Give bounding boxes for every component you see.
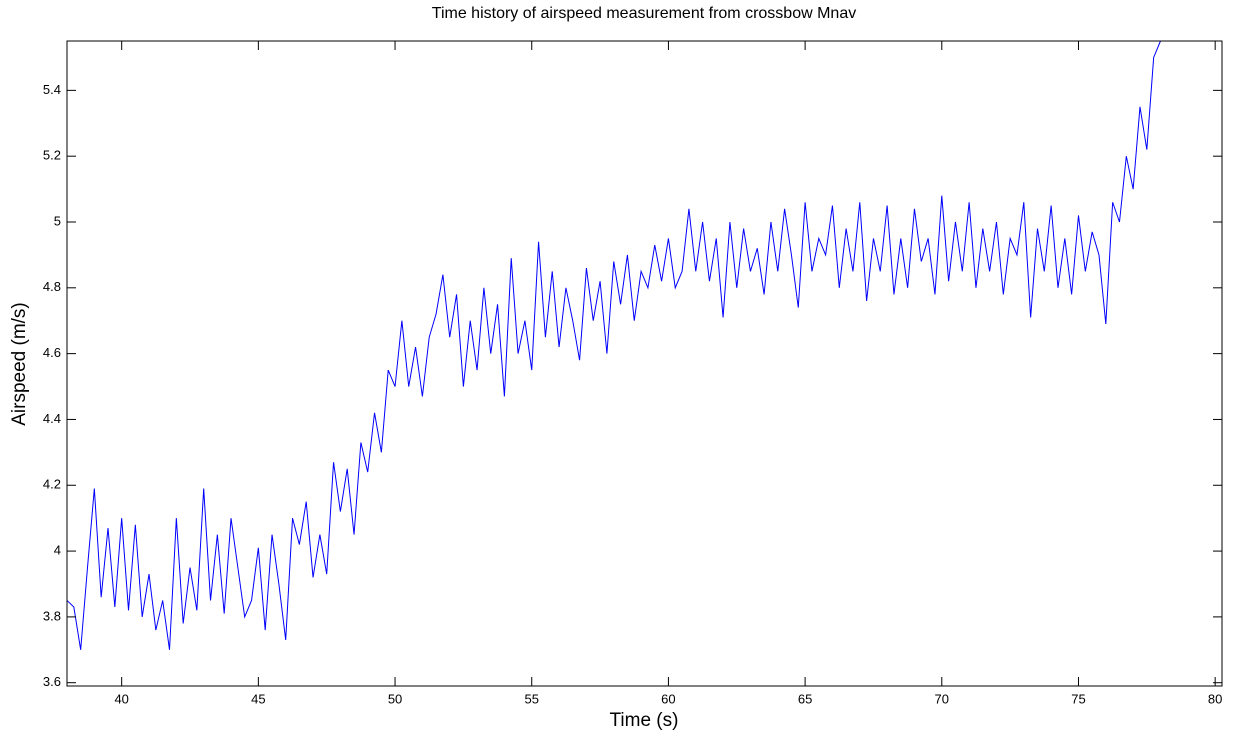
x-tick-label: 70 [935,691,949,706]
x-tick-label: 45 [251,691,265,706]
y-tick-label: 5.4 [43,82,61,97]
y-tick-label: 3.8 [43,608,61,623]
x-tick-label: 40 [114,691,128,706]
y-tick-label: 5 [54,213,61,228]
y-tick-label: 5.2 [43,148,61,163]
plot-frame [66,40,1223,687]
x-tick-label: 75 [1071,691,1085,706]
x-tick-label: 55 [524,691,538,706]
y-tick-label: 4.4 [43,411,61,426]
x-tick-label: 60 [661,691,675,706]
y-tick-label: 4.6 [43,345,61,360]
y-tick-label: 4.2 [43,477,61,492]
y-axis-label: Airspeed (m/s) [9,302,30,426]
y-tick-label: 4.8 [43,279,61,294]
chart-title: Time history of airspeed measurement fro… [432,5,856,22]
x-axis-label: Time (s) [610,710,679,731]
y-tick-label: 3.6 [43,674,61,689]
y-tick-label: 4 [54,543,61,558]
data-line [66,40,1161,650]
x-tick-label: 80 [1208,691,1222,706]
x-tick-label: 65 [798,691,812,706]
x-tick-label: 50 [388,691,402,706]
